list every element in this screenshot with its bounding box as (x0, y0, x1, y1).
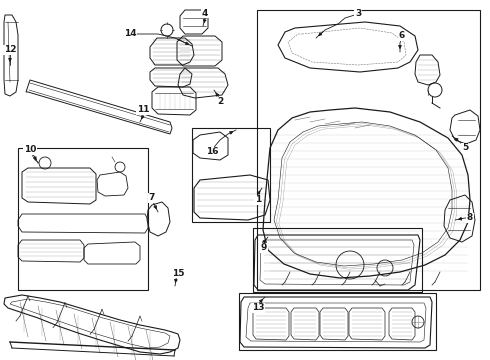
Text: 16: 16 (206, 148, 218, 157)
Text: 3: 3 (355, 9, 361, 18)
Bar (253, 228, 422, 292)
Text: 11: 11 (137, 105, 149, 114)
Text: 6: 6 (399, 31, 405, 40)
Text: 5: 5 (462, 144, 468, 153)
Text: 15: 15 (172, 269, 184, 278)
Text: 12: 12 (4, 45, 16, 54)
Bar (257, 10, 480, 290)
Text: 9: 9 (261, 243, 267, 252)
Text: 13: 13 (252, 303, 264, 312)
Text: 8: 8 (467, 213, 473, 222)
Text: 14: 14 (123, 30, 136, 39)
Text: 2: 2 (217, 98, 223, 107)
Bar (18, 148, 148, 290)
Bar (192, 128, 270, 222)
Text: 1: 1 (255, 195, 261, 204)
Text: 7: 7 (149, 194, 155, 202)
Text: 4: 4 (202, 9, 208, 18)
Text: 10: 10 (24, 145, 36, 154)
Bar (239, 293, 436, 350)
